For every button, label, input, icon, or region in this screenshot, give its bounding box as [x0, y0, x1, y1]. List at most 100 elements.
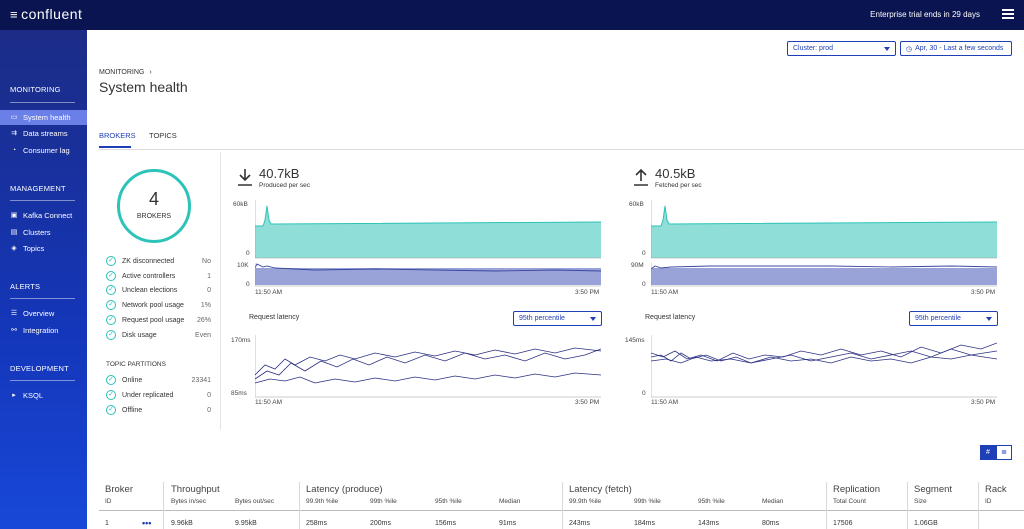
- stat-label: Offline: [122, 406, 143, 414]
- produced-bar-ymax: 10K: [237, 262, 249, 269]
- subheader-fetch-999: 99.9th %ile: [569, 498, 602, 505]
- sidebar-item-consumer-lag[interactable]: ◔ Consumer lag: [0, 143, 87, 158]
- column-separator: [907, 482, 908, 529]
- sidebar-item-topics[interactable]: ◈ Topics: [0, 241, 87, 256]
- integration-icon: ⚯: [11, 326, 17, 334]
- stat-network-pool-usage: ✓ Network pool usage 1%: [106, 299, 211, 311]
- active-tab-indicator: [99, 146, 131, 148]
- cell-broker-id[interactable]: 1: [105, 520, 109, 527]
- cell-bytes-in: 9.96kB: [171, 520, 193, 527]
- stat-value: 1: [207, 272, 211, 280]
- column-separator: [163, 482, 164, 529]
- tab-brokers[interactable]: BROKERS: [99, 131, 136, 140]
- produced-ymax: 60kB: [233, 201, 248, 208]
- cell-produce-999: 258ms: [306, 520, 328, 527]
- stat-unclean-elections: ✓ Unclean elections 0: [106, 284, 211, 296]
- hamburger-menu-icon[interactable]: [1002, 9, 1014, 19]
- stat-label: Request pool usage: [122, 316, 185, 324]
- chevron-down-icon: [884, 46, 890, 51]
- fetched-latency-x-end: 3:50 PM: [971, 399, 996, 406]
- top-bar: ≡ confluent Enterprise trial ends in 29 …: [0, 0, 1024, 30]
- column-divider: [220, 152, 221, 430]
- sidebar-item-system-health[interactable]: ▭ System health: [0, 110, 87, 125]
- sidebar-item-clusters[interactable]: ▤ Clusters: [0, 225, 87, 240]
- cell-fetch-99: 184ms: [634, 520, 656, 527]
- produced-latency-ymin: 85ms: [231, 390, 247, 397]
- tab-topics[interactable]: TOPICS: [149, 131, 177, 140]
- chevron-down-icon: [590, 316, 596, 321]
- display-icon: ▭: [10, 113, 18, 121]
- time-range-value: Apr, 30 - Last a few seconds: [915, 45, 1004, 52]
- clusters-icon: ▤: [10, 228, 18, 236]
- streams-icon: ⇉: [11, 129, 17, 137]
- logo-text: confluent: [21, 6, 83, 22]
- partition-offline: ✓ Offline 0: [106, 404, 211, 416]
- stat-value: 1%: [200, 301, 211, 309]
- sidebar-section-monitoring: MONITORING: [10, 85, 61, 94]
- check-circle-icon: ✓: [106, 271, 116, 281]
- subheader-fetch-99: 99th %ile: [634, 498, 661, 505]
- stat-label: Disk usage: [122, 331, 157, 339]
- cell-produce-99: 200ms: [370, 520, 392, 527]
- page-title: System health: [99, 79, 188, 95]
- cluster-select-value: Cluster: prod: [793, 45, 834, 52]
- produced-latency-x-start: 11:50 AM: [255, 399, 282, 406]
- check-circle-icon: ✓: [106, 300, 116, 310]
- sidebar-item-label: Topics: [23, 244, 45, 253]
- produced-x-start: 11:50 AM: [255, 289, 282, 296]
- produced-value: 40.7kB: [259, 166, 300, 181]
- cell-fetch-95: 143ms: [698, 520, 720, 527]
- cluster-select[interactable]: Cluster: prod: [787, 41, 896, 56]
- check-circle-icon: ✓: [106, 390, 116, 400]
- fetched-percentile-select[interactable]: 95th percentile: [909, 311, 998, 326]
- sidebar-item-data-streams[interactable]: ⇉ Data streams: [0, 126, 87, 141]
- fetched-x-start: 11:50 AM: [651, 289, 678, 296]
- subheader-rack-id: ID: [985, 498, 992, 505]
- produced-latency-x-end: 3:50 PM: [575, 399, 600, 406]
- subheader-size: Size: [914, 498, 927, 505]
- fetched-x-end: 3:50 PM: [971, 289, 996, 296]
- header-latency-produce: Latency (produce): [306, 484, 383, 495]
- fetched-label: Fetched per sec: [655, 182, 702, 189]
- fetched-latency-ymin: 0: [642, 390, 646, 397]
- list-icon: ☰: [10, 309, 18, 317]
- row-menu-icon[interactable]: •••: [142, 518, 152, 528]
- cell-size: 1.06GB: [914, 520, 938, 527]
- stat-value: No: [202, 257, 211, 265]
- subheader-produce-99: 99th %ile: [370, 498, 397, 505]
- subheader-bytes-out: Bytes out/sec: [235, 498, 275, 505]
- subheader-produce-95: 95th %ile: [435, 498, 462, 505]
- sidebar-item-overview[interactable]: ☰ Overview: [0, 306, 87, 321]
- upload-icon: [632, 167, 650, 187]
- fetched-bar-ymax: 90M: [631, 262, 644, 269]
- subheader-produce-999: 99.9th %ile: [306, 498, 339, 505]
- partition-under-replicated: ✓ Under replicated 0: [106, 389, 211, 401]
- cell-fetch-999: 243ms: [569, 520, 591, 527]
- check-circle-icon: ✓: [106, 375, 116, 385]
- subheader-id: ID: [105, 498, 112, 505]
- header-latency-fetch: Latency (fetch): [569, 484, 632, 495]
- sidebar-divider: [10, 200, 75, 201]
- produced-percentile-select[interactable]: 95th percentile: [513, 311, 602, 326]
- sidebar-item-kafka-connect[interactable]: ▣ Kafka Connect: [0, 208, 87, 223]
- stat-disk-usage: ✓ Disk usage Even: [106, 329, 211, 341]
- sidebar-divider: [10, 380, 75, 381]
- subheader-total-count: Total Count: [833, 498, 866, 505]
- column-separator: [562, 482, 563, 529]
- header-throughput: Throughput: [171, 484, 220, 495]
- sidebar-item-integration[interactable]: ⚯ Integration: [0, 323, 87, 338]
- stat-label: ZK disconnected: [122, 257, 175, 265]
- fetched-ymin: 0: [642, 250, 646, 257]
- produced-bar-ymin: 0: [246, 281, 250, 288]
- breadcrumb-monitoring: MONITORING: [99, 69, 145, 76]
- confluent-logo[interactable]: ≡ confluent: [10, 6, 82, 22]
- time-range-select[interactable]: ◷ Apr, 30 - Last a few seconds: [900, 41, 1012, 56]
- grid-view-toggle[interactable]: #: [980, 445, 996, 460]
- download-icon: [236, 167, 254, 187]
- ksql-icon: ▸: [12, 391, 16, 399]
- list-view-toggle[interactable]: ≣: [996, 445, 1012, 460]
- breadcrumb[interactable]: MONITORING ›: [99, 69, 152, 76]
- stat-value: 0: [207, 286, 211, 294]
- sidebar-item-ksql[interactable]: ▸ KSQL: [0, 388, 87, 403]
- stat-request-pool-usage: ✓ Request pool usage 26%: [106, 314, 211, 326]
